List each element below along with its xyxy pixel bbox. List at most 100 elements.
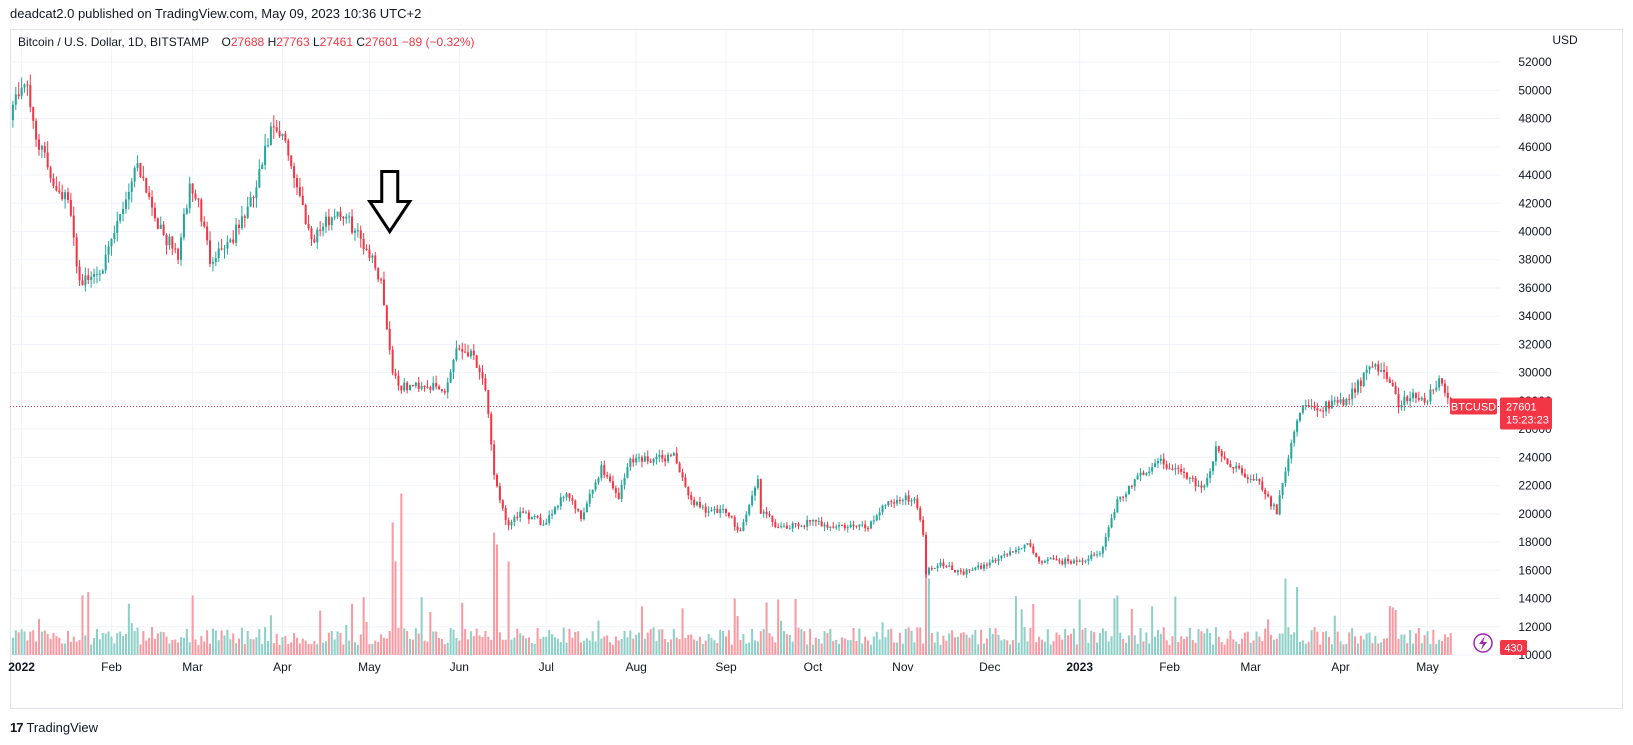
candle bbox=[177, 247, 180, 265]
candle-body bbox=[577, 508, 580, 511]
candle bbox=[432, 376, 435, 391]
candle bbox=[374, 251, 377, 271]
candle bbox=[939, 558, 942, 568]
candle-body bbox=[1183, 471, 1186, 473]
footer-brand[interactable]: 17 TradingView bbox=[10, 720, 98, 735]
candle-body bbox=[316, 229, 319, 243]
candle-body bbox=[510, 521, 513, 526]
volume-bar bbox=[345, 624, 348, 655]
candle-body bbox=[293, 166, 296, 178]
volume-bar bbox=[403, 628, 406, 655]
candle-body bbox=[1310, 405, 1313, 407]
candle bbox=[556, 504, 559, 511]
candle bbox=[116, 211, 119, 242]
candle bbox=[638, 453, 641, 463]
candle-body bbox=[840, 524, 843, 526]
candle bbox=[968, 569, 971, 574]
volume-bar bbox=[1156, 629, 1159, 655]
candle bbox=[1032, 543, 1035, 555]
volume-bar bbox=[467, 639, 470, 655]
candle bbox=[1043, 559, 1046, 564]
candle bbox=[791, 521, 794, 533]
volume-bar bbox=[1359, 635, 1362, 655]
candle-body bbox=[446, 382, 449, 393]
candle bbox=[122, 201, 125, 222]
volume-bar bbox=[1388, 606, 1391, 655]
volume-bar bbox=[768, 633, 771, 655]
y-tick-label: 46000 bbox=[1518, 140, 1552, 154]
candle bbox=[246, 196, 249, 219]
volume-bar bbox=[1046, 629, 1049, 655]
candle-body bbox=[1017, 548, 1020, 550]
volume-bar bbox=[878, 639, 881, 655]
candle bbox=[1281, 482, 1284, 500]
candle-body bbox=[1432, 389, 1435, 391]
candle bbox=[52, 173, 55, 189]
volume-bar bbox=[1429, 644, 1432, 655]
candle-body bbox=[1107, 527, 1110, 538]
candle bbox=[1081, 557, 1084, 566]
candle bbox=[658, 449, 661, 463]
volume-bar bbox=[1443, 634, 1446, 655]
volume-bar bbox=[1226, 638, 1229, 655]
candle bbox=[1072, 558, 1075, 564]
candle-body bbox=[1365, 369, 1368, 373]
candle bbox=[835, 524, 838, 530]
volume-bar bbox=[1339, 641, 1342, 655]
candle bbox=[742, 518, 745, 532]
candle bbox=[927, 566, 930, 576]
volume-bar bbox=[46, 633, 49, 655]
candle-body bbox=[1339, 399, 1342, 403]
candle bbox=[701, 504, 704, 510]
candle bbox=[1365, 364, 1368, 381]
candle bbox=[811, 519, 814, 527]
candle-body bbox=[200, 199, 203, 222]
candle bbox=[936, 563, 939, 572]
symbol-title: Bitcoin / U.S. Dollar, 1D, BITSTAMP bbox=[18, 35, 210, 49]
candle-body bbox=[739, 530, 742, 532]
candle-body bbox=[1119, 496, 1122, 500]
volume-bar bbox=[887, 629, 890, 655]
volume-bar bbox=[1325, 631, 1328, 655]
candle-body bbox=[490, 413, 493, 445]
volume-bar bbox=[890, 628, 893, 655]
lightning-icon[interactable] bbox=[1473, 633, 1493, 653]
candle bbox=[852, 520, 855, 530]
volume-bar bbox=[1023, 627, 1026, 655]
x-tick-label: Feb bbox=[1159, 660, 1180, 674]
volume-bar bbox=[151, 627, 154, 655]
volume-bar bbox=[1267, 619, 1270, 655]
candle bbox=[1293, 430, 1296, 447]
volume-bar bbox=[780, 620, 783, 655]
candle bbox=[1035, 552, 1038, 558]
volume-bar bbox=[1069, 633, 1072, 655]
volume-bar bbox=[638, 632, 641, 655]
candle bbox=[655, 453, 658, 465]
volume-bar bbox=[985, 638, 988, 655]
volume-bar bbox=[1049, 644, 1052, 655]
volume-bar bbox=[1040, 639, 1043, 655]
volume-bar bbox=[896, 642, 899, 655]
candle-body bbox=[1113, 512, 1116, 519]
volume-bar bbox=[307, 644, 310, 655]
volume-bar bbox=[661, 629, 664, 655]
candle bbox=[400, 385, 403, 394]
candle bbox=[275, 119, 278, 133]
candle-body bbox=[1096, 554, 1099, 556]
volume-bar bbox=[1435, 644, 1438, 655]
candle bbox=[438, 384, 441, 390]
candle-body bbox=[17, 94, 20, 97]
candle bbox=[319, 221, 322, 237]
volume-bar bbox=[948, 633, 951, 655]
candle-body bbox=[507, 520, 510, 526]
candle-body bbox=[606, 475, 609, 477]
candle-body bbox=[243, 216, 246, 218]
volume-bar bbox=[1301, 640, 1304, 655]
candle-body bbox=[142, 176, 145, 179]
candle-body bbox=[919, 508, 922, 520]
candle-body bbox=[1145, 473, 1148, 475]
volume-bar bbox=[930, 632, 933, 655]
candle-body bbox=[710, 510, 713, 512]
candle-body bbox=[927, 568, 930, 575]
